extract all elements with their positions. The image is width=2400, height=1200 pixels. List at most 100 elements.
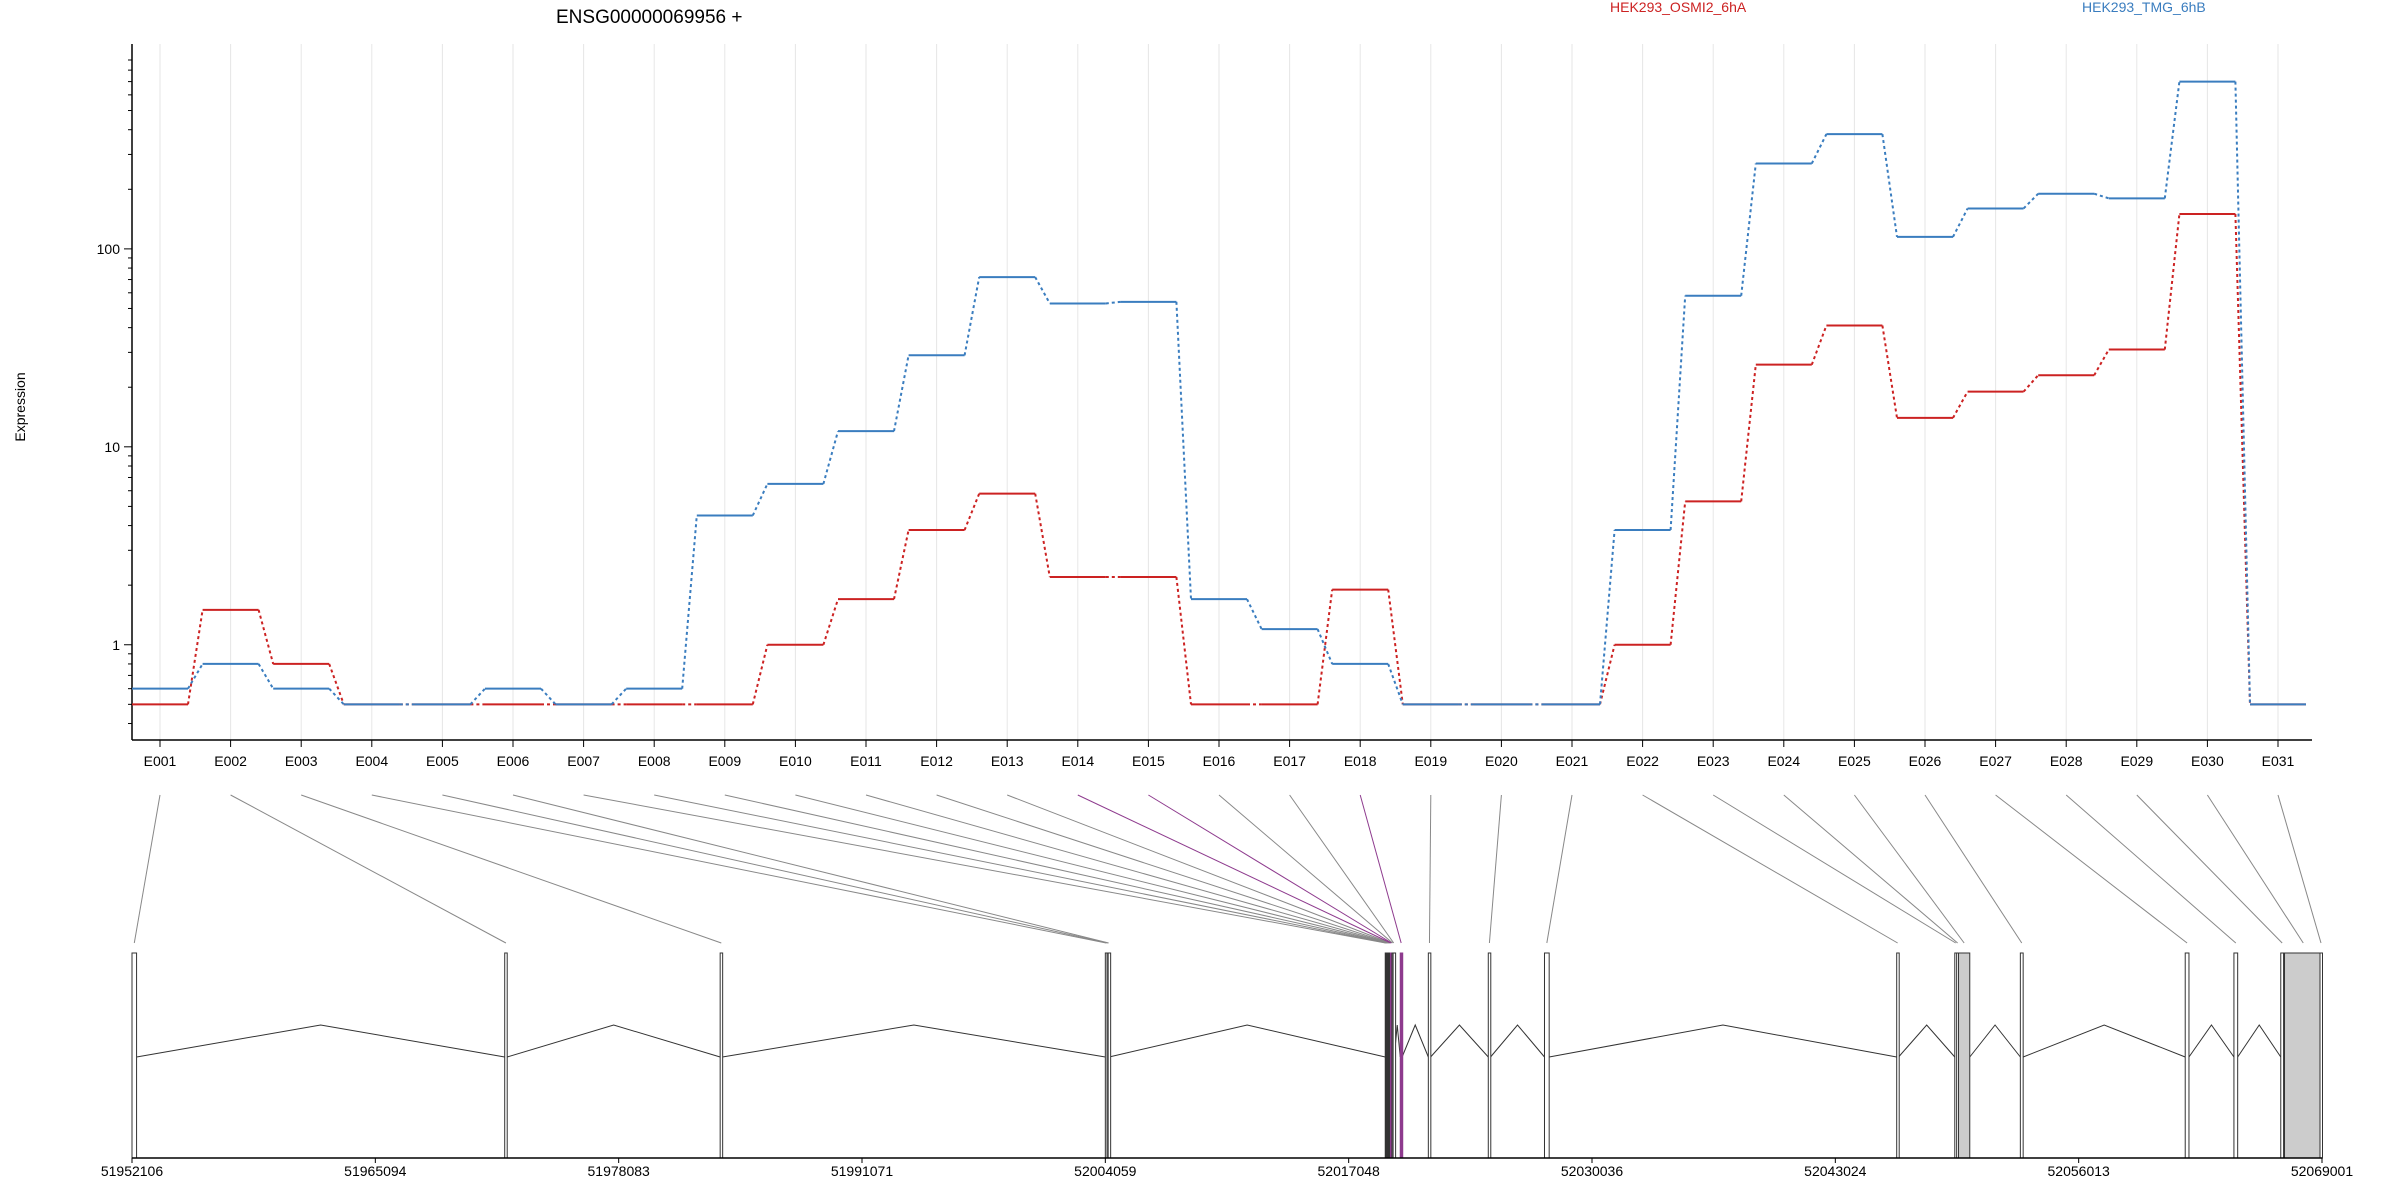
exon-box-e002 — [504, 952, 508, 1159]
series-1-connector — [1387, 589, 1404, 705]
y-tick-label: 1 — [112, 637, 120, 653]
intron-line — [1430, 1024, 1489, 1058]
connector-e001 — [133, 794, 161, 944]
series-2-connector — [187, 663, 204, 690]
exon-box-e017 — [1392, 952, 1397, 1159]
x-tick-label-e026: E026 — [1909, 753, 1942, 769]
x-tick-label-e010: E010 — [779, 753, 812, 769]
series-1-connector — [257, 609, 275, 665]
series-2-connector — [1810, 133, 1828, 164]
connector-e015 — [1148, 794, 1392, 944]
exon-box-e006 — [1107, 952, 1112, 1159]
x-tick-label-e002: E002 — [214, 753, 247, 769]
x-tick-label-e020: E020 — [1485, 753, 1518, 769]
exon-box-e003 — [719, 952, 724, 1159]
connector-e003 — [301, 794, 722, 944]
y-tick-label: 100 — [97, 241, 121, 257]
series-1-connector — [2093, 349, 2110, 376]
series-1-connector — [822, 598, 839, 646]
genome-tick-label: 52004059 — [1074, 1163, 1137, 1179]
x-tick-label-e007: E007 — [567, 753, 600, 769]
series-2-connector — [1669, 295, 1687, 531]
series-1-connector — [1316, 589, 1334, 705]
connector-e029 — [2136, 794, 2283, 944]
connector-e012 — [936, 794, 1390, 944]
x-tick-label-e017: E017 — [1273, 753, 1306, 769]
legend-label-series-1: HEK293_OSMI2_6hA — [1610, 0, 1747, 15]
series-2-connector — [1105, 300, 1121, 305]
connector-e023 — [1712, 794, 1956, 944]
connector-e030 — [2206, 794, 2304, 944]
connector-e028 — [2065, 794, 2237, 944]
chart-title: ENSG00000069956 + — [556, 7, 742, 28]
intron-line — [1969, 1024, 2021, 1058]
series-2-connector — [1387, 663, 1404, 705]
series-2-connector — [1034, 276, 1051, 304]
connector-e010 — [795, 794, 1388, 944]
axes: 1 10 100 E001 E002 E003 E004 E005 E006 E007 E008 E0… — [97, 44, 2312, 769]
x-tick-label-e024: E024 — [1767, 753, 1800, 769]
exon-box-e021 — [1543, 952, 1550, 1159]
intron-line — [1108, 1024, 1386, 1058]
series-2-connector — [2093, 192, 2110, 200]
series-1-connector — [328, 663, 345, 705]
intron-line — [722, 1024, 1106, 1058]
grid-lines — [159, 44, 2279, 740]
series-1-connector — [2234, 213, 2251, 705]
series-2-connector — [469, 687, 486, 706]
connector-e025 — [1853, 794, 1965, 944]
x-tick-label-e003: E003 — [285, 753, 318, 769]
series-2-connector — [1175, 301, 1192, 600]
x-tick-label-e023: E023 — [1697, 753, 1730, 769]
series-2-connector — [1599, 529, 1616, 705]
x-tick-label-e019: E019 — [1414, 753, 1447, 769]
intron-line — [2237, 1024, 2282, 1058]
exon-box-e031 — [2319, 952, 2323, 1159]
series-2-connector — [1952, 208, 1969, 238]
exon-box-e020 — [1487, 952, 1492, 1159]
intron-line — [507, 1024, 721, 1058]
x-tick-label-e008: E008 — [638, 753, 671, 769]
connector-e016 — [1218, 794, 1393, 944]
connector-e014 — [1077, 794, 1392, 944]
connector-e007 — [583, 794, 1386, 944]
series-2-connector — [681, 515, 698, 689]
genome-tick-label: 52043024 — [1804, 1163, 1867, 1179]
series-2-connector — [963, 276, 981, 356]
connector-e004 — [371, 794, 1107, 944]
series-2-connector — [257, 663, 275, 690]
exon-box-e025 — [1958, 952, 1971, 1159]
exon-box-e028 — [2233, 952, 2239, 1159]
connector-e021 — [1546, 794, 1573, 944]
genome-tick-label: 52017048 — [1318, 1163, 1381, 1179]
x-tick-label-e027: E027 — [1979, 753, 2012, 769]
intron-line — [2188, 1024, 2235, 1058]
series-2-connector — [822, 430, 839, 485]
x-tick-label-e016: E016 — [1203, 753, 1236, 769]
series-2-connector — [1246, 598, 1263, 630]
gene-model — [131, 952, 2323, 1159]
connector-e002 — [230, 794, 507, 944]
intron-line — [1898, 1024, 1956, 1058]
exon-box-e027 — [2184, 952, 2190, 1159]
connector-e031 — [2277, 794, 2322, 944]
connector-e027 — [1995, 794, 2188, 944]
exon-box-e018 — [1399, 952, 1404, 1159]
x-tick-label-e028: E028 — [2050, 753, 2083, 769]
x-tick-label-e004: E004 — [355, 753, 388, 769]
x-tick-label-e013: E013 — [991, 753, 1024, 769]
series-1-connector — [1952, 391, 1969, 419]
series-2-connector — [328, 687, 345, 706]
series-1-connector — [2163, 213, 2181, 350]
genome-tick-label: 52069001 — [2291, 1163, 2354, 1179]
x-tick-label-e029: E029 — [2120, 753, 2153, 769]
x-tick-label-e001: E001 — [144, 753, 177, 769]
series-1-connector — [1881, 325, 1898, 419]
genome-tick-label: 51965094 — [344, 1163, 407, 1179]
exon-box-e030 — [2284, 952, 2323, 1159]
series-2-connector — [1740, 163, 1757, 296]
exon-box-e019 — [1427, 952, 1432, 1159]
series-2-connector — [2022, 193, 2039, 210]
connector-e020 — [1488, 794, 1502, 944]
